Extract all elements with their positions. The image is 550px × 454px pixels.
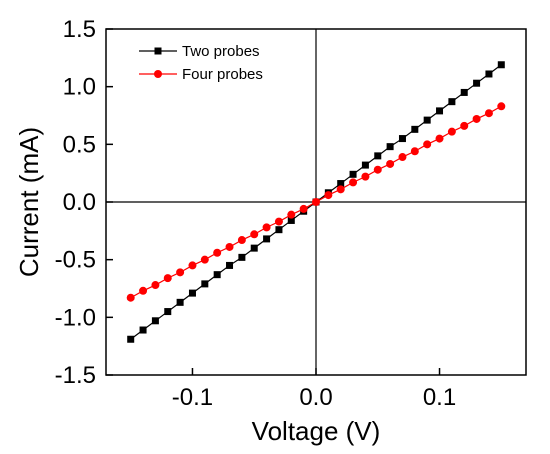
y-tick-label: 0.0 <box>63 189 96 216</box>
data-point <box>287 216 295 224</box>
x-tick-label: 0.0 <box>299 384 332 411</box>
data-point <box>386 159 395 168</box>
data-point <box>411 125 419 133</box>
data-point <box>472 114 481 123</box>
data-point <box>139 326 147 334</box>
data-point <box>312 198 320 206</box>
y-axis-ticks: -1.5 -1.0 -0.5 0.0 0.5 1.0 1.5 <box>55 16 113 389</box>
data-point <box>139 286 148 295</box>
data-point <box>386 143 394 151</box>
data-point <box>497 61 505 69</box>
y-tick-label: 0.5 <box>63 131 96 158</box>
x-axis-ticks: -0.1 0.0 0.1 <box>172 368 456 411</box>
data-point <box>349 178 358 187</box>
data-point <box>436 107 444 115</box>
data-point <box>201 280 209 288</box>
data-point <box>361 172 370 181</box>
y-tick-label: 1.5 <box>63 16 96 43</box>
data-point <box>336 185 345 194</box>
data-point <box>250 230 259 239</box>
data-point <box>225 242 234 251</box>
data-point <box>262 223 271 232</box>
data-point <box>151 281 160 290</box>
data-point <box>361 161 369 169</box>
data-point <box>164 308 172 316</box>
data-point <box>460 121 469 130</box>
data-point <box>299 204 308 213</box>
data-point <box>238 253 246 261</box>
data-point <box>423 140 432 149</box>
data-point <box>484 109 493 118</box>
y-axis-title: Current (mA) <box>14 127 44 277</box>
y-tick-label: -1.0 <box>55 304 96 331</box>
data-point <box>324 191 333 200</box>
data-point <box>485 70 493 78</box>
data-point <box>374 152 382 160</box>
data-point <box>163 274 172 283</box>
data-point <box>275 226 283 234</box>
data-point <box>263 235 271 243</box>
legend-marker <box>154 47 162 55</box>
series-layer <box>126 61 506 343</box>
data-point <box>435 134 444 143</box>
data-point <box>398 153 407 162</box>
data-point <box>398 135 406 143</box>
data-point <box>349 170 357 178</box>
data-point <box>213 248 222 257</box>
y-tick-label: -1.5 <box>55 362 96 389</box>
x-tick-label: -0.1 <box>172 384 213 411</box>
data-point <box>176 298 184 306</box>
data-point <box>448 98 456 106</box>
legend-label: Two probes <box>182 43 260 60</box>
series-four-probes <box>126 102 506 302</box>
data-point <box>200 255 209 264</box>
data-point <box>497 102 506 111</box>
data-point <box>337 180 345 188</box>
data-point <box>373 165 382 174</box>
data-point <box>127 335 135 343</box>
data-point <box>176 268 185 277</box>
data-point <box>188 261 197 270</box>
legend: Two probes Four probes <box>139 43 263 83</box>
y-tick-label: -0.5 <box>55 247 96 274</box>
data-point <box>237 236 246 245</box>
legend-label: Four probes <box>182 66 263 83</box>
data-point <box>226 261 234 269</box>
data-point <box>410 147 419 156</box>
data-point <box>423 116 431 124</box>
data-point <box>151 317 159 325</box>
data-point <box>126 293 135 302</box>
data-point <box>473 79 481 87</box>
data-point <box>250 244 258 252</box>
legend-marker <box>154 70 162 78</box>
x-axis-title: Voltage (V) <box>252 416 381 446</box>
data-point <box>460 88 468 96</box>
data-point <box>274 217 283 226</box>
y-tick-label: 1.0 <box>63 74 96 101</box>
data-point <box>287 210 296 219</box>
data-point <box>447 127 456 136</box>
x-tick-label: 0.1 <box>423 384 456 411</box>
data-point <box>213 271 221 279</box>
data-point <box>188 289 196 297</box>
